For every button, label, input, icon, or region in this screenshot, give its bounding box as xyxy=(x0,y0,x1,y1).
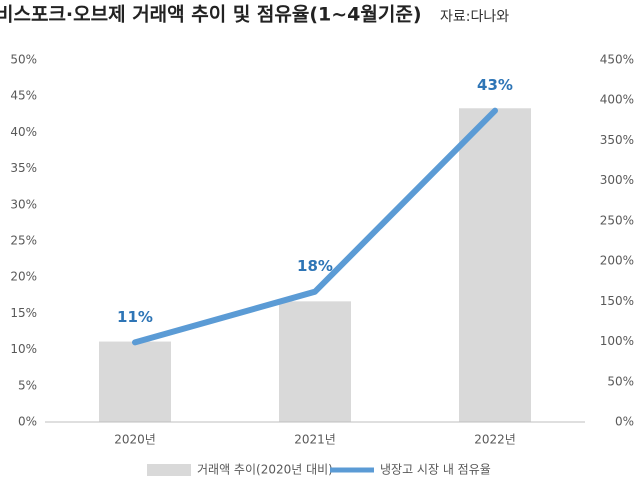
bar xyxy=(99,341,171,422)
y2-tick-label: 0% xyxy=(615,415,634,429)
y2-tick-label: 200% xyxy=(600,254,634,268)
y-tick-label: 50% xyxy=(10,53,37,67)
chart-subtitle: 자료:다나와 xyxy=(440,9,509,25)
legend-label: 거래액 추이(2020년 대비) xyxy=(197,463,333,477)
y2-tick-label: 400% xyxy=(600,93,634,107)
y2-tick-label: 300% xyxy=(600,173,634,187)
y-tick-label: 5% xyxy=(18,378,37,392)
y-tick-label: 0% xyxy=(18,415,37,429)
y2-tick-label: 50% xyxy=(607,374,634,388)
y-tick-label: 15% xyxy=(10,306,37,320)
y2-tick-label: 150% xyxy=(600,294,634,308)
data-label: 11% xyxy=(117,308,153,326)
y2-tick-label: 450% xyxy=(600,53,634,67)
y2-tick-label: 250% xyxy=(600,213,634,227)
y2-tick-label: 100% xyxy=(600,334,634,348)
x-tick-label: 2020년 xyxy=(114,433,156,447)
legend-swatch xyxy=(147,464,191,476)
data-label: 18% xyxy=(297,257,333,275)
line xyxy=(132,107,498,346)
x-tick-label: 2021년 xyxy=(294,433,336,447)
y-tick-label: 45% xyxy=(10,89,37,103)
data-label: 43% xyxy=(477,76,513,94)
bar xyxy=(459,108,531,423)
y2-tick-label: 350% xyxy=(600,133,634,147)
y-tick-label: 40% xyxy=(10,125,37,139)
y-tick-label: 30% xyxy=(10,197,37,211)
x-tick-label: 2022년 xyxy=(474,433,516,447)
y-tick-label: 20% xyxy=(10,270,37,284)
y-tick-label: 10% xyxy=(10,342,37,356)
y-tick-label: 35% xyxy=(10,161,37,175)
bar xyxy=(279,301,351,422)
y-tick-label: 25% xyxy=(10,234,37,248)
legend-label: 냉장고 시장 내 점유율 xyxy=(380,463,491,477)
chart-title: 비스포크·오브제 거래액 추이 및 점유율(1~4월기준) xyxy=(0,4,422,26)
